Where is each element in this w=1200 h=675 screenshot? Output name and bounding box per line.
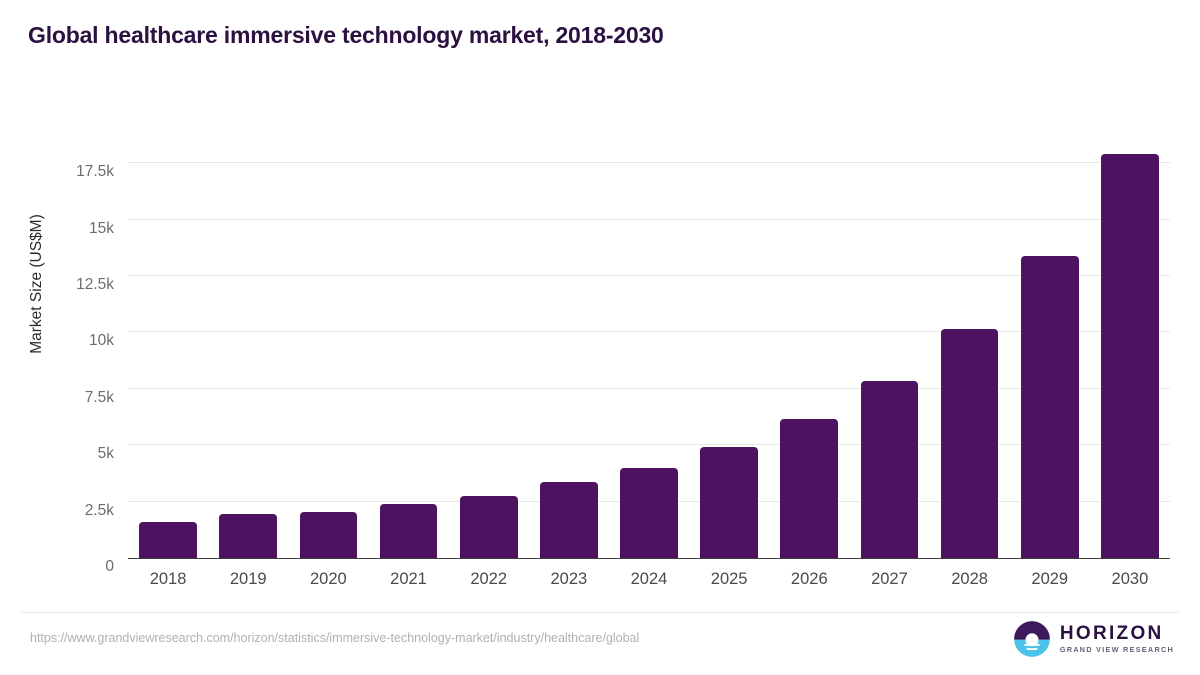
y-axis-title: Market Size (US$M)	[28, 214, 45, 354]
gridline	[128, 387, 1170, 389]
x-tick-label: 2027	[871, 570, 908, 588]
bar[interactable]	[539, 482, 598, 558]
bar[interactable]	[620, 467, 678, 558]
horizon-logo-text: HORIZON GRAND VIEW RESEARCH	[1060, 624, 1174, 653]
horizon-logo-icon	[1013, 621, 1050, 657]
bar[interactable]	[139, 521, 197, 558]
x-tick-slot: 2020	[288, 118, 368, 588]
horizon-logo-tagline: GRAND VIEW RESEARCH	[1059, 645, 1174, 655]
horizon-logo-word: HORIZON	[1059, 623, 1164, 645]
x-axis-line	[128, 557, 1170, 559]
bar[interactable]	[299, 511, 358, 558]
x-tick-slot: 2021	[368, 118, 448, 588]
x-tick-slot: 2029	[1010, 118, 1090, 588]
x-tick-slot: 2027	[849, 118, 929, 588]
x-tick-label: 2030	[1111, 570, 1149, 588]
bar-slot	[1010, 118, 1090, 558]
x-tick-label: 2029	[1031, 570, 1069, 588]
horizon-logo[interactable]: HORIZON GRAND VIEW RESEARCH	[1013, 620, 1174, 658]
bar-slot	[849, 118, 929, 558]
x-tick-label: 2022	[470, 570, 508, 588]
bar-slot	[1090, 118, 1170, 558]
x-tick-slot: 2026	[769, 118, 849, 588]
x-tick-slot: 2023	[529, 118, 609, 588]
x-tick-slot: 2030	[1090, 118, 1170, 588]
x-tick-label: 2020	[310, 570, 347, 588]
x-tick-slot: 2024	[609, 118, 689, 588]
bar[interactable]	[459, 495, 518, 558]
x-tick-label: 2021	[390, 570, 427, 588]
gridline	[128, 274, 1170, 276]
gridline	[128, 331, 1170, 333]
bar-slot	[128, 118, 208, 558]
bar[interactable]	[780, 419, 839, 558]
bar[interactable]	[860, 380, 919, 558]
x-tick-label: 2025	[710, 570, 748, 588]
x-tick-slot: 2022	[449, 118, 529, 588]
footer-divider	[22, 612, 1178, 613]
plot-wrapper: Market Size (US$M) 0 2.5k 5k 7.5k 10k 12.5k 15…	[28, 118, 1170, 588]
bar-slot	[529, 118, 609, 558]
x-tick-label: 2028	[951, 570, 988, 588]
x-tick-slot: 2028	[930, 118, 1010, 588]
gridline	[128, 162, 1170, 164]
bar[interactable]	[700, 447, 758, 558]
x-tick-label: 2023	[550, 570, 588, 588]
x-tick-label: 2024	[630, 570, 668, 588]
bar-slot	[368, 118, 448, 558]
bar[interactable]	[1020, 255, 1079, 558]
x-tick-label: 2018	[149, 570, 187, 588]
bar-slot	[689, 118, 769, 558]
plot-area: 0 2.5k 5k 7.5k 10k 12.5k 15k 17.5k 2018 2019 2020…	[76, 118, 1170, 588]
chart-title: Global healthcare immersive technology m…	[28, 22, 664, 48]
bar-slot	[449, 118, 529, 558]
bar-slot	[769, 118, 849, 558]
x-tick-label: 2019	[229, 570, 267, 588]
x-tick-slot: 2018	[128, 118, 208, 588]
gridline	[128, 218, 1170, 220]
bar[interactable]	[219, 514, 278, 558]
bar[interactable]	[940, 328, 999, 558]
bar-slot	[609, 118, 689, 558]
bar-series	[128, 118, 1170, 558]
source-url[interactable]: https://www.grandviewresearch.com/horizo…	[30, 631, 640, 645]
bar[interactable]	[379, 503, 438, 558]
bar[interactable]	[1101, 154, 1159, 558]
gridline	[128, 444, 1170, 446]
bar-slot	[208, 118, 288, 558]
bar-slot	[930, 118, 1010, 558]
x-tick-slot: 2025	[689, 118, 769, 588]
x-tick-label: 2026	[790, 570, 828, 588]
x-tick-slot: 2019	[208, 118, 288, 588]
bar-slot	[288, 118, 368, 558]
